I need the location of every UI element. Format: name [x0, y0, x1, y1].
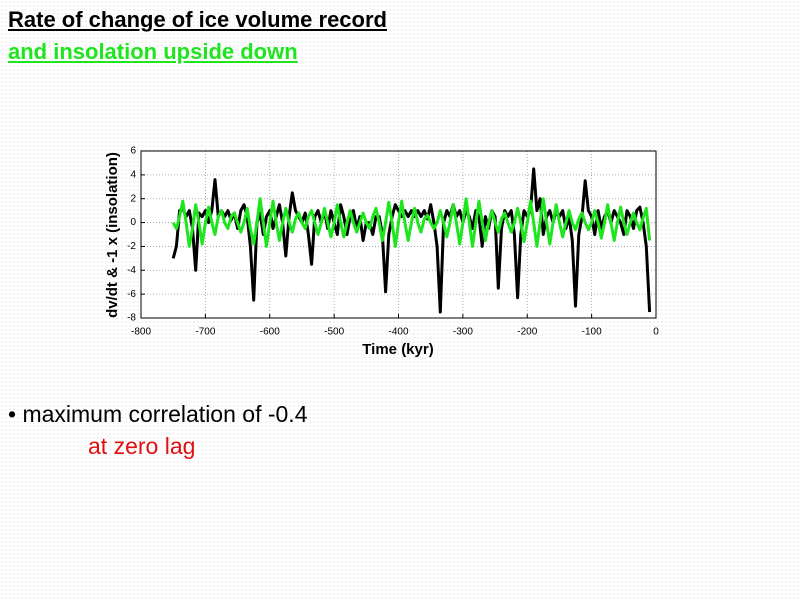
x-tick-label: -100 — [582, 327, 602, 338]
x-tick-label: -800 — [131, 327, 151, 338]
x-tick-label: 0 — [653, 327, 659, 338]
data-line — [171, 167, 652, 314]
x-tick-label: -700 — [195, 327, 215, 338]
y-tick-label: 6 — [130, 146, 136, 157]
y-tick-label: -2 — [127, 241, 136, 252]
x-tick-label: -200 — [517, 327, 537, 338]
plot-frame — [140, 150, 657, 319]
x-tick-label: -400 — [388, 327, 408, 338]
x-axis-label: Time (kyr) — [362, 341, 433, 358]
title-line: and insolation upside down — [8, 39, 298, 64]
y-tick-label: 2 — [130, 193, 136, 204]
bullet: at zero lag — [88, 433, 196, 459]
x-tick-label: -600 — [260, 327, 280, 338]
y-tick-label: 0 — [130, 217, 136, 228]
title-line: Rate of change of ice volume record — [8, 7, 387, 32]
bullet: • maximum correlation of -0.4 — [8, 401, 308, 427]
y-axis-label: dv/dt & -1 x (insolation) — [104, 152, 121, 318]
y-tick-label: -8 — [127, 313, 136, 324]
y-tick-label: 4 — [130, 169, 136, 180]
x-tick-label: -300 — [453, 327, 473, 338]
y-tick-label: -6 — [127, 289, 136, 300]
x-tick-label: -500 — [324, 327, 344, 338]
y-tick-label: -4 — [127, 265, 136, 276]
data-line — [171, 197, 652, 248]
